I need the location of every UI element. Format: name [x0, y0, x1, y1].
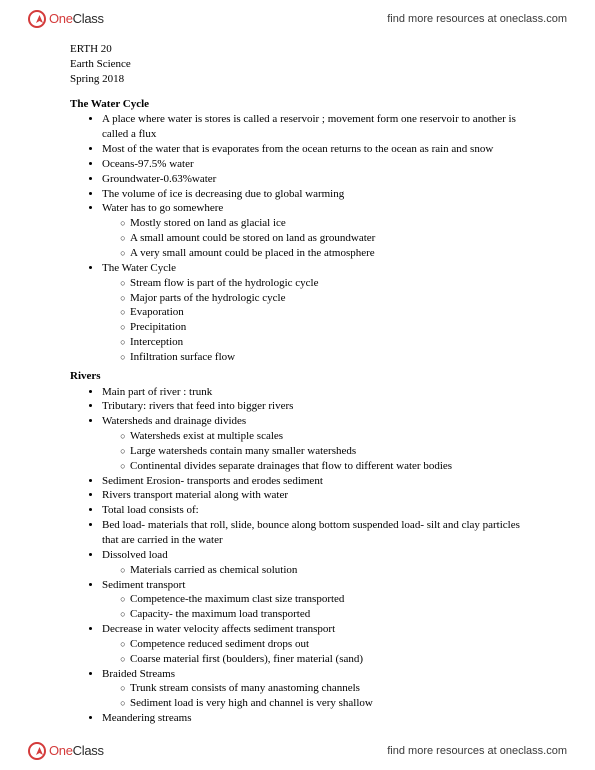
list-item: The volume of ice is decreasing due to g… — [102, 187, 525, 202]
list-item: Total load consists of: — [102, 503, 525, 518]
list-item: Oceans-97.5% water — [102, 157, 525, 172]
sublist: Trunk stream consists of many anastoming… — [102, 681, 525, 711]
course-name: Earth Science — [70, 57, 525, 72]
list-item: The Water Cycle Stream flow is part of t… — [102, 261, 525, 365]
brand-one: One — [49, 743, 73, 758]
list-item: Decrease in water velocity affects sedim… — [102, 622, 525, 667]
list-item: Stream flow is part of the hydrologic cy… — [130, 276, 525, 291]
list-item: Rivers transport material along with wat… — [102, 488, 525, 503]
footer-tagline: find more resources at oneclass.com — [387, 744, 567, 759]
section-title: The Water Cycle — [70, 97, 525, 112]
brand-logo: OneClass — [28, 742, 104, 760]
header-bar: OneClass find more resources at oneclass… — [0, 0, 595, 34]
brand-class: Class — [73, 11, 104, 26]
list-item: Materials carried as chemical solution — [130, 563, 525, 578]
brand-name: OneClass — [49, 742, 104, 760]
sublist: Competence-the maximum clast size transp… — [102, 592, 525, 622]
list-item: Major parts of the hydrologic cycle — [130, 291, 525, 306]
brand-one: One — [49, 11, 73, 26]
header-tagline: find more resources at oneclass.com — [387, 12, 567, 27]
list-item: A very small amount could be placed in t… — [130, 246, 525, 261]
section-title: Rivers — [70, 369, 525, 384]
list-item-label: The Water Cycle — [102, 262, 176, 274]
list-item: Trunk stream consists of many anastoming… — [130, 681, 525, 696]
section2-list: Main part of river : trunk Tributary: ri… — [70, 385, 525, 726]
list-item: Sediment Erosion- transports and erodes … — [102, 474, 525, 489]
footer-bar: OneClass find more resources at oneclass… — [0, 736, 595, 770]
list-item: Evaporation — [130, 305, 525, 320]
list-item: Competence-the maximum clast size transp… — [130, 592, 525, 607]
list-item-label: Sediment transport — [102, 579, 185, 591]
list-item: Infiltration surface flow — [130, 350, 525, 365]
list-item-label: Decrease in water velocity affects sedim… — [102, 623, 335, 635]
list-item-label: Braided Streams — [102, 668, 175, 680]
list-item: Precipitation — [130, 320, 525, 335]
list-item: Watersheds and drainage divides Watershe… — [102, 414, 525, 473]
list-item: A small amount could be stored on land a… — [130, 231, 525, 246]
sublist: Watersheds exist at multiple scales Larg… — [102, 429, 525, 474]
brand-name: OneClass — [49, 10, 104, 28]
list-item: Most of the water that is evaporates fro… — [102, 142, 525, 157]
list-item: Continental divides separate drainages t… — [130, 459, 525, 474]
course-block: ERTH 20 Earth Science Spring 2018 — [70, 42, 525, 87]
list-item: Mostly stored on land as glacial ice — [130, 216, 525, 231]
list-item: Watersheds exist at multiple scales — [130, 429, 525, 444]
list-item: Sediment load is very high and channel i… — [130, 696, 525, 711]
list-item: Meandering streams — [102, 711, 525, 726]
brand-class: Class — [73, 743, 104, 758]
list-item: Water has to go somewhere Mostly stored … — [102, 201, 525, 260]
flame-icon — [28, 10, 46, 28]
sublist: Mostly stored on land as glacial ice A s… — [102, 216, 525, 261]
list-item: Dissolved load Materials carried as chem… — [102, 548, 525, 578]
list-item: Main part of river : trunk — [102, 385, 525, 400]
sublist: Stream flow is part of the hydrologic cy… — [102, 276, 525, 365]
list-item-label: Water has to go somewhere — [102, 202, 223, 214]
course-term: Spring 2018 — [70, 72, 525, 87]
list-item: Interception — [130, 335, 525, 350]
list-item: A place where water is stores is called … — [102, 112, 525, 142]
section1-list: A place where water is stores is called … — [70, 112, 525, 364]
list-item: Groundwater-0.63%water — [102, 172, 525, 187]
sublist: Materials carried as chemical solution — [102, 563, 525, 578]
list-item-label: Dissolved load — [102, 549, 168, 561]
course-code: ERTH 20 — [70, 42, 525, 57]
brand-logo: OneClass — [28, 10, 104, 28]
list-item: Bed load- materials that roll, slide, bo… — [102, 518, 525, 548]
sublist: Competence reduced sediment drops out Co… — [102, 637, 525, 667]
document-body: ERTH 20 Earth Science Spring 2018 The Wa… — [0, 34, 595, 726]
list-item: Braided Streams Trunk stream consists of… — [102, 667, 525, 712]
list-item: Competence reduced sediment drops out — [130, 637, 525, 652]
list-item: Coarse material first (boulders), finer … — [130, 652, 525, 667]
list-item: Large watersheds contain many smaller wa… — [130, 444, 525, 459]
list-item: Tributary: rivers that feed into bigger … — [102, 399, 525, 414]
list-item-label: Watersheds and drainage divides — [102, 415, 246, 427]
list-item: Capacity- the maximum load transported — [130, 607, 525, 622]
flame-icon — [28, 742, 46, 760]
list-item: Sediment transport Competence-the maximu… — [102, 578, 525, 623]
